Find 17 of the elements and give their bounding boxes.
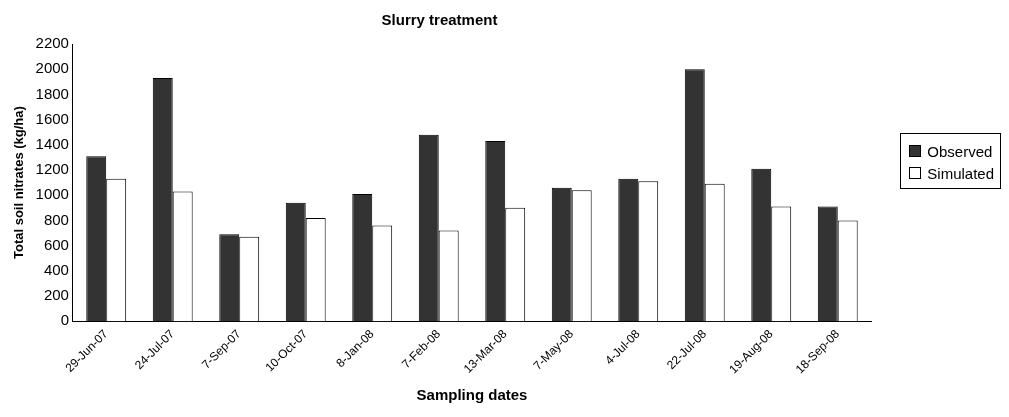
y-tick-label: 1200: [35, 160, 69, 178]
chart-title: Slurry treatment: [381, 11, 498, 29]
y-tick-label: 1600: [35, 109, 69, 127]
legend-label: Observed: [927, 142, 993, 160]
y-tick-label: 0: [60, 311, 69, 329]
y-tick-label: 1000: [35, 185, 69, 203]
y-tick-label: 800: [43, 210, 69, 228]
x-axis-title: Sampling dates: [416, 386, 528, 404]
y-tick-label: 2000: [35, 59, 69, 77]
y-tick-label: 200: [43, 286, 69, 304]
y-tick-label: 2200: [35, 34, 69, 52]
text: Simulated: [927, 164, 994, 182]
y-tick-label: 1400: [35, 134, 69, 152]
y-tick-label: 400: [43, 260, 69, 278]
y-tick-label: 600: [43, 235, 69, 253]
y-axis-title: Total soil nitrates (kg/ha): [11, 106, 27, 260]
y-tick-label: 1800: [35, 84, 69, 102]
